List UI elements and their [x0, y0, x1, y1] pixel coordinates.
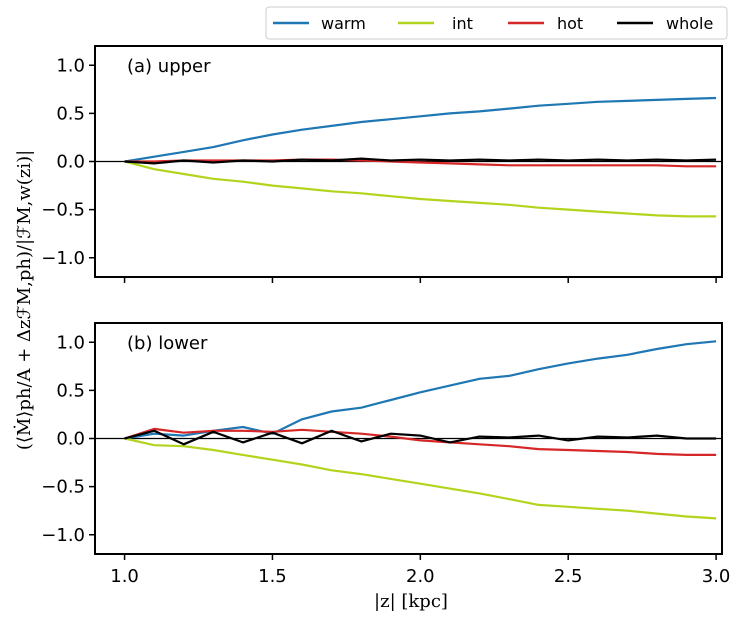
y-tick-label: −1.0: [41, 248, 85, 269]
panel-upper: 1.0 0.5 0.0 −0.5 −1.0 (a) upper: [41, 45, 723, 283]
y-tick-label: 0.5: [56, 380, 85, 401]
x-tick-label: 3.0: [702, 566, 731, 587]
series-line-warm: [124, 96, 717, 163]
panel-label: (b) lower: [127, 333, 208, 354]
series-line-int: [124, 160, 717, 218]
y-tick-label: 0.0: [56, 152, 85, 173]
x-axis-label: |z| [kpc]: [374, 591, 448, 612]
legend-int-label: int: [452, 14, 473, 33]
y-tick-label: −1.0: [41, 525, 85, 546]
legend-hot-label: hot: [557, 14, 583, 33]
x-tick-label: 2.0: [406, 566, 435, 587]
legend-warm-label: warm: [321, 14, 366, 33]
legend-frame: [265, 6, 728, 40]
series-line-int: [124, 437, 717, 520]
x-tick-label: 1.5: [258, 566, 287, 587]
y-axis-label: (⟨Ṁ⟩ph/A + ΔzℱM,ph)/|ℱM,w(zi)|: [12, 150, 35, 450]
panel-lower: 1.0 0.5 0.0 −0.5 −1.0 1.0 1.5 2.0 2.5 3.0 (b) lowe…: [41, 322, 731, 587]
series-line-warm: [124, 340, 717, 440]
panel-label: (a) upper: [127, 56, 211, 77]
y-tick-label: 1.0: [56, 55, 85, 76]
x-tick-label: 2.5: [554, 566, 583, 587]
series-line-hot: [124, 427, 717, 456]
x-tick-label: 1.0: [110, 566, 139, 587]
y-tick-label: 0.5: [56, 103, 85, 124]
y-tick-label: −0.5: [41, 200, 85, 221]
y-tick-label: 0.0: [56, 429, 85, 450]
legend: warm int hot whole: [265, 6, 728, 40]
y-tick-label: 1.0: [56, 332, 85, 353]
y-tick-label: −0.5: [41, 477, 85, 498]
legend-whole-label: whole: [666, 14, 713, 33]
series-line-whole: [124, 429, 717, 446]
series-line-hot: [124, 158, 717, 168]
series-line-whole: [124, 157, 717, 165]
